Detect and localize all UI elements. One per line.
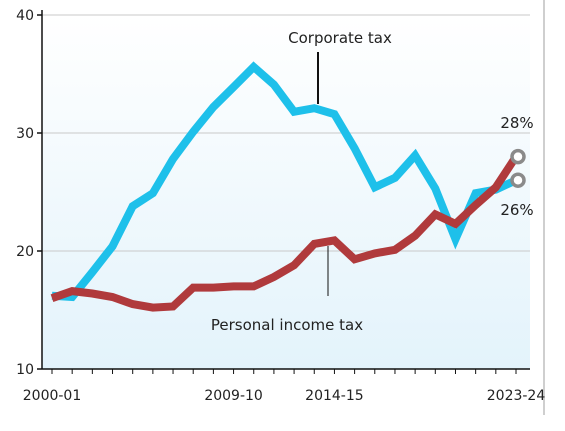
- y-tick-label-10: 10: [16, 362, 34, 378]
- series: [50, 61, 526, 312]
- end-label-personal-income-tax: 28%: [500, 114, 533, 132]
- x-tick-label-2009-10: 2009-10: [204, 388, 263, 404]
- x-tick-label-2023-24: 2023-24: [487, 388, 546, 404]
- series-line-personal-income-tax: [50, 154, 520, 312]
- series-line-corporate-tax: [51, 61, 518, 302]
- end-marker-corporate-tax: [510, 172, 526, 188]
- end-label-corporate-tax: 26%: [500, 201, 533, 219]
- x-tick-label-2000-01: 2000-01: [23, 388, 82, 404]
- axes: 10 20 30 40 2000-01 2009-10 2014-15 2023-24: [16, 8, 545, 404]
- corporate-tax-label: Corporate tax: [288, 29, 392, 47]
- plot-background: [42, 15, 530, 369]
- y-tick-label-20: 20: [16, 244, 34, 260]
- end-marker-personal-income-tax: [510, 148, 526, 165]
- annotations: Corporate tax Personal income tax 28% 26…: [211, 29, 534, 334]
- gridlines: [42, 14, 530, 252]
- personal-income-tax-label: Personal income tax: [211, 316, 363, 334]
- x-tick-label-2014-15: 2014-15: [305, 388, 364, 404]
- y-tick-label-30: 30: [16, 126, 34, 142]
- y-tick-label-40: 40: [16, 8, 34, 24]
